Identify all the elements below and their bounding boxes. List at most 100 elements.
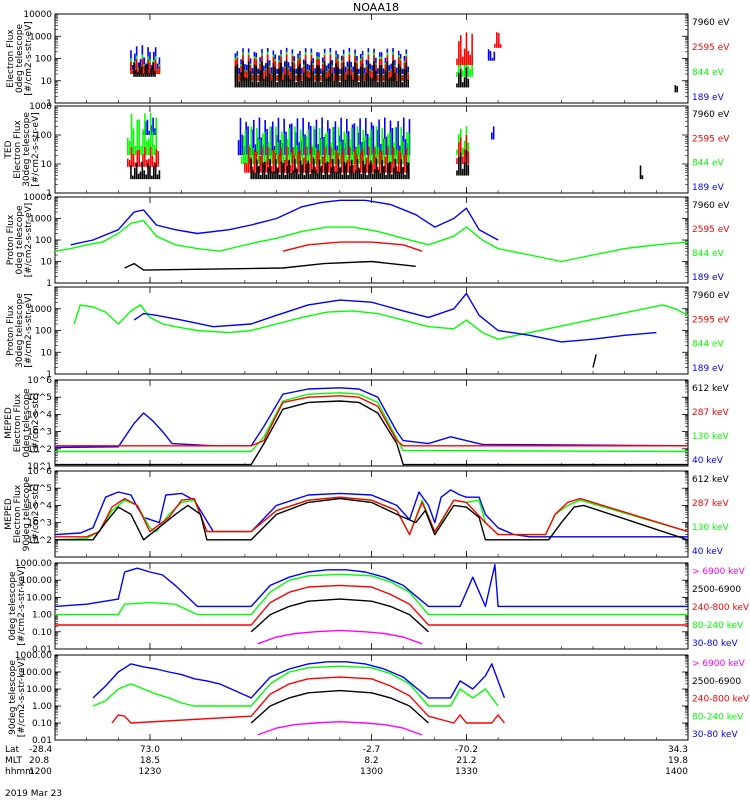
y-tick-label: 100.00 — [21, 668, 53, 678]
legend-entry: 7960 eV — [692, 291, 730, 301]
legend-entry: 2595 eV — [692, 43, 730, 53]
data-layer — [55, 387, 688, 466]
axis-row-value: 1400 — [665, 767, 688, 777]
y-tick-label: 10^2 — [27, 445, 52, 455]
legend-entry: > 6900 keV — [692, 659, 746, 669]
y-axis-label-line: 0deg telescope — [8, 571, 18, 641]
legend-entry: 80-240 keV — [692, 621, 744, 631]
y-tick-label: 1000 — [29, 215, 52, 225]
data-series-line — [92, 665, 499, 707]
y-tick-label: 100.00 — [21, 576, 53, 586]
legend-entry: 612 keV — [692, 384, 729, 394]
panel-frame — [54, 379, 689, 467]
data-series-line — [55, 219, 688, 263]
y-tick-label: 10 — [41, 348, 53, 358]
data-series-line — [55, 496, 688, 538]
legend-entry: 2595 eV — [692, 315, 730, 325]
y-tick-label: 10^3 — [27, 519, 52, 529]
y-axis-label: TEDElectron Flux30deg telescope[#/cm2-s-… — [4, 112, 41, 187]
y-axis-label-line: Proton Flux — [6, 214, 16, 265]
legend-entry: 40 keV — [692, 456, 724, 466]
axis-row-value: 73.0 — [140, 745, 160, 755]
y-tick-label: 10^6 — [27, 467, 52, 477]
y-axis-label: Electron Flux0deg telescope[#/cm2-s-str-… — [6, 21, 34, 96]
axis-row-value: -28.4 — [29, 745, 53, 755]
y-tick-label: 10 — [41, 258, 53, 268]
y-tick-label: 10 — [41, 160, 53, 170]
y-tick-label: 1 — [46, 370, 52, 380]
y-axis-label-line: [#/cm2-s-str] — [31, 484, 41, 544]
y-tick-label: 1.00 — [32, 702, 52, 712]
axis-row-label: hhmm — [5, 767, 34, 777]
y-axis-label-line: 0deg telescope — [15, 205, 25, 275]
axis-row-label: Lat — [5, 745, 20, 755]
data-series-line — [124, 260, 416, 271]
y-tick-label: 10^2 — [27, 536, 52, 546]
axis-row-value: 18.5 — [140, 756, 160, 766]
data-series-line — [55, 564, 688, 608]
y-tick-label: 1.00 — [32, 611, 52, 621]
y-tick-label: 10^4 — [27, 410, 52, 420]
axis-row-value: 34.3 — [668, 745, 688, 755]
y-axis-label: MEPEDElectron Flux0deg telescope[#/cm2-s… — [4, 388, 41, 458]
legend-entry: 7960 eV — [692, 201, 730, 211]
axis-row-value: 1200 — [29, 767, 52, 777]
data-series-line — [250, 689, 429, 724]
y-tick-label: 100 — [35, 327, 52, 337]
axis-row-value: 1300 — [360, 767, 383, 777]
y-axis-label-line: Electron Flux — [13, 484, 23, 543]
data-series-line — [282, 241, 423, 252]
figure-title: NOAA18 — [353, 1, 399, 14]
legend-entry: 2595 eV — [692, 134, 730, 144]
data-series-line — [55, 489, 688, 538]
y-tick-label: 1000.00 — [15, 559, 52, 569]
y-axis-label-line: Electron Flux — [13, 120, 23, 179]
axis-row-value: 20.8 — [29, 756, 49, 766]
data-layer — [92, 661, 506, 736]
y-axis-label-line: 30deg telescope — [22, 112, 32, 187]
data-series-line — [73, 304, 688, 340]
data-series-line — [111, 676, 505, 724]
y-tick-label: 1000 — [29, 102, 52, 112]
y-axis-label-line: [#/cm2-s-str-keV] — [17, 566, 27, 645]
y-tick-label: 10^3 — [27, 428, 52, 438]
y-axis-label-line: Electron Flux — [6, 29, 16, 88]
y-tick-label: 100 — [35, 236, 52, 246]
y-tick-label: 1 — [46, 99, 52, 109]
legend-entry: 189 eV — [692, 364, 725, 374]
time-axis-labels: Lat -28.4 73.0 -2.7 -70.2 34.3 MLT 20.8 18.5 8.2 2… — [5, 745, 688, 777]
y-tick-label: 0.10 — [32, 719, 52, 729]
y-tick-label: 10^4 — [27, 501, 52, 511]
data-series-line — [133, 292, 657, 343]
legend-entry: 287 keV — [692, 408, 729, 418]
axis-row-value: 8.2 — [364, 756, 378, 766]
panel-frame — [54, 286, 689, 375]
y-tick-label: 10^6 — [27, 376, 52, 386]
y-tick-label: 1 — [46, 189, 52, 199]
y-axis-label: Proton Flux30deg telescope[#/cm2-s-str-e… — [6, 293, 34, 368]
data-series-line — [250, 598, 429, 633]
y-axis-label: 0deg telescope[#/cm2-s-str-keV] — [8, 566, 27, 645]
data-layer — [55, 564, 688, 645]
y-axis-label-line: 90deg telescope — [8, 660, 18, 735]
y-axis-label-line: [#/cm2-s-str-eV] — [24, 293, 34, 368]
legend-entry: 40 keV — [692, 547, 724, 557]
legend-entry: 30-80 keV — [692, 730, 738, 740]
y-axis-label-line: 90deg telescope — [22, 476, 32, 551]
data-series-line — [55, 387, 688, 449]
legend-entry: 7960 eV — [692, 18, 730, 28]
data-series-line — [55, 573, 688, 616]
data-layer — [126, 112, 644, 180]
axis-row-value: 1330 — [455, 767, 478, 777]
data-series-line — [257, 721, 423, 736]
y-axis-label-line: MEPED — [4, 407, 14, 439]
data-series-line — [55, 392, 688, 453]
legend-entry: 130 keV — [692, 432, 729, 442]
data-series-line — [55, 497, 688, 541]
y-axis-label: 90deg telescope[#/cm2-s-str-keV] — [8, 658, 27, 737]
panel-5: 10^1 10^2 10^3 10^4 10^5 10^6 MEPEDElectron Fl… — [4, 376, 729, 472]
